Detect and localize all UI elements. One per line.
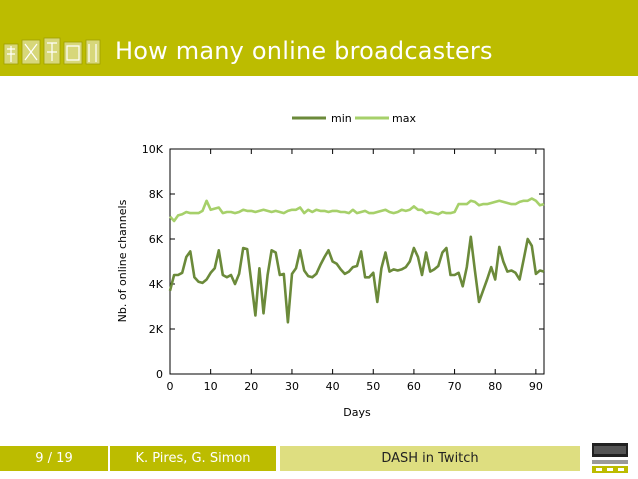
x-tick-label: 70: [448, 380, 462, 393]
x-tick-label: 80: [488, 380, 502, 393]
legend-max-label: max: [392, 112, 416, 125]
slide-title: How many online broadcasters: [115, 37, 493, 65]
series-line-min: [168, 235, 545, 324]
title-bar: [0, 0, 638, 76]
y-axis-label: Nb. of online channels: [116, 199, 129, 322]
footer-authors: K. Pires, G. Simon: [108, 446, 276, 471]
y-axis: 0 2K 4K 6K 8K 10K: [142, 143, 544, 381]
university-logo-icon: [3, 37, 101, 65]
footer-talk-title: DASH in Twitch: [278, 446, 580, 471]
plot-frame: [169, 148, 545, 375]
x-tick-label: 20: [244, 380, 258, 393]
line-chart: min max 0 2K 4K 6K 8K 10K 0 10 20 30 40 50 60 70 80 90…: [116, 112, 545, 419]
series-line-max: [169, 197, 545, 223]
x-tick-label: 50: [366, 380, 380, 393]
legend-min-label: min: [331, 112, 352, 125]
x-tick-label: 40: [326, 380, 340, 393]
telecom-bretagne-logo-icon: [592, 443, 628, 473]
y-tick-label: 8K: [149, 188, 164, 201]
footer-page-number: 9 / 19: [0, 446, 108, 471]
x-tick-label: 10: [204, 380, 218, 393]
series-layer: [168, 197, 545, 324]
y-tick-label: 2K: [149, 323, 164, 336]
y-tick-label: 6K: [149, 233, 164, 246]
x-tick-label: 30: [285, 380, 299, 393]
x-axis-label: Days: [343, 406, 371, 419]
y-tick-label: 4K: [149, 278, 164, 291]
y-tick-label: 10K: [142, 143, 164, 156]
chart-legend: min max: [292, 112, 416, 125]
y-tick-label: 0: [156, 368, 163, 381]
x-axis: 0 10 20 30 40 50 60 70 80 90: [167, 149, 543, 393]
x-tick-label: 0: [167, 380, 174, 393]
x-tick-label: 60: [407, 380, 421, 393]
x-tick-label: 90: [529, 380, 543, 393]
